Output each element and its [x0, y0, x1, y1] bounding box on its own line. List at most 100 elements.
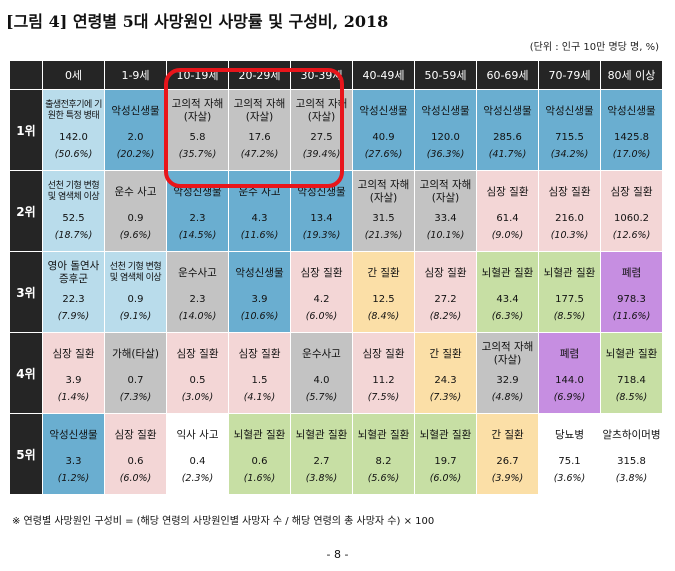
cause-cell: 악성신생물 2.3 (14.5%) — [166, 170, 229, 252]
cause-cell: 심장 질환 0.6 (6.0%) — [104, 413, 167, 495]
page-number: - 8 - — [326, 548, 349, 561]
cause-name: 당뇨병 — [555, 428, 584, 441]
cause-name: 뇌혈관 질환 — [419, 428, 472, 441]
death-rate-value: 17.6 — [248, 132, 271, 143]
death-rate-value: 11.2 — [372, 375, 395, 386]
cause-cell: 뇌혈관 질환 8.2 (5.6%) — [352, 413, 415, 495]
cause-name: 심장 질환 — [486, 185, 529, 198]
death-rate-value: 144.0 — [555, 375, 584, 386]
share-percent: (35.7%) — [178, 149, 217, 160]
death-rate-value: 0.9 — [127, 213, 144, 224]
share-percent: (3.0%) — [181, 392, 214, 403]
death-rate-value: 13.4 — [310, 213, 333, 224]
death-rate-value: 1425.8 — [614, 132, 649, 143]
share-percent: (7.3%) — [119, 392, 152, 403]
cause-cell: 간 질환 26.7 (3.9%) — [476, 413, 539, 495]
death-rate-value: 2.3 — [189, 213, 206, 224]
cause-name: 운수사고 — [302, 347, 341, 360]
share-percent: (6.0%) — [429, 473, 462, 484]
corner-cell — [9, 60, 43, 90]
share-percent: (50.6%) — [54, 149, 93, 160]
death-rate-value: 0.6 — [127, 456, 144, 467]
cause-name: 운수사고 — [178, 266, 217, 279]
cause-name: 운수 사고 — [238, 185, 281, 198]
share-percent: (9.0%) — [491, 230, 524, 241]
cause-name: 고의적 자해(자살) — [481, 341, 534, 366]
cause-cell: 뇌혈관 질환 177.5 (8.5%) — [538, 251, 601, 333]
death-rate-value: 718.4 — [617, 375, 646, 386]
cause-name: 익사 사고 — [176, 428, 219, 441]
rank-row: 3위 영아 돌연사 증후군 22.3 (7.9%) 선천 기형 변형 및 염색체 이상 0… — [9, 251, 663, 333]
cause-name: 악성신생물 — [607, 104, 656, 117]
cause-cell: 운수사고 2.3 (14.0%) — [166, 251, 229, 333]
share-percent: (5.7%) — [305, 392, 338, 403]
cause-cell: 심장 질환 27.2 (8.2%) — [414, 251, 477, 333]
death-rate-value: 0.5 — [189, 375, 206, 386]
cause-name: 심장 질환 — [362, 347, 405, 360]
cause-name: 알츠하이머병 — [602, 428, 661, 441]
header-age-10-19: 10-19세 — [166, 60, 229, 90]
share-percent: (17.0%) — [612, 149, 651, 160]
share-percent: (21.3%) — [364, 230, 403, 241]
death-rate-value: 285.6 — [493, 132, 522, 143]
cause-cell: 당뇨병 75.1 (3.6%) — [538, 413, 601, 495]
share-percent: (1.2%) — [57, 473, 90, 484]
share-percent: (14.0%) — [178, 311, 217, 322]
figure-title: [그림 4] 연령별 5대 사망원인 사망률 및 구성비, 2018 — [6, 12, 389, 31]
death-rate-value: 177.5 — [555, 294, 584, 305]
cause-cell: 뇌혈관 질환 2.7 (3.8%) — [290, 413, 353, 495]
cause-name: 운수 사고 — [114, 185, 157, 198]
cause-name: 뇌혈관 질환 — [543, 266, 596, 279]
share-percent: (39.4%) — [302, 149, 341, 160]
death-rate-value: 2.3 — [189, 294, 206, 305]
cause-cell: 심장 질환 1060.2 (12.6%) — [600, 170, 663, 252]
cause-name: 심장 질환 — [176, 347, 219, 360]
share-percent: (4.8%) — [491, 392, 524, 403]
share-percent: (6.0%) — [119, 473, 152, 484]
header-row: 0세 1-9세 10-19세 20-29세 30-39세 40-49세 50-5… — [9, 60, 663, 90]
cause-cell: 악성신생물 120.0 (36.3%) — [414, 89, 477, 171]
header-age-0: 0세 — [42, 60, 105, 90]
cause-name: 악성신생물 — [297, 185, 346, 198]
cause-cell: 뇌혈관 질환 43.4 (6.3%) — [476, 251, 539, 333]
cause-name: 뇌혈관 질환 — [295, 428, 348, 441]
cause-name: 뇌혈관 질환 — [605, 347, 658, 360]
cause-cell: 악성신생물 1425.8 (17.0%) — [600, 89, 663, 171]
share-percent: (1.4%) — [57, 392, 90, 403]
cause-name: 고의적 자해(자살) — [357, 179, 410, 204]
death-rate-value: 142.0 — [59, 132, 88, 143]
share-percent: (12.6%) — [612, 230, 651, 241]
cause-cell: 알츠하이머병 315.8 (3.8%) — [600, 413, 663, 495]
cause-name: 간 질환 — [429, 347, 462, 360]
death-rate-value: 5.8 — [189, 132, 206, 143]
cause-cell: 심장 질환 216.0 (10.3%) — [538, 170, 601, 252]
cause-cell: 간 질환 12.5 (8.4%) — [352, 251, 415, 333]
share-percent: (10.6%) — [240, 311, 279, 322]
death-rate-value: 2.0 — [127, 132, 144, 143]
cause-name: 고의적 자해(자살) — [419, 179, 472, 204]
share-percent: (6.9%) — [553, 392, 586, 403]
cause-cell: 고의적 자해(자살) 31.5 (21.3%) — [352, 170, 415, 252]
cause-cell: 악성신생물 13.4 (19.3%) — [290, 170, 353, 252]
cause-name: 고의적 자해(자살) — [171, 98, 224, 123]
death-rate-value: 26.7 — [496, 456, 519, 467]
rank-row: 1위 출생전후기에 기원한 특정 병태 142.0 (50.6%) 악성신생물 2.0 (2… — [9, 89, 663, 171]
death-rate-value: 31.5 — [372, 213, 395, 224]
cause-cell: 간 질환 24.3 (7.3%) — [414, 332, 477, 414]
death-rate-value: 24.3 — [434, 375, 457, 386]
cause-name: 심장 질환 — [52, 347, 95, 360]
cause-name: 폐렴 — [621, 266, 642, 279]
cause-cell: 뇌혈관 질환 0.6 (1.6%) — [228, 413, 291, 495]
share-percent: (10.1%) — [426, 230, 465, 241]
cause-name: 악성신생물 — [421, 104, 470, 117]
death-rate-value: 61.4 — [496, 213, 519, 224]
cause-cell: 운수 사고 0.9 (9.6%) — [104, 170, 167, 252]
share-percent: (1.6%) — [243, 473, 276, 484]
share-percent: (41.7%) — [488, 149, 527, 160]
cause-cell: 악성신생물 715.5 (34.2%) — [538, 89, 601, 171]
death-rate-value: 4.3 — [251, 213, 268, 224]
cause-cell: 고의적 자해(자살) 33.4 (10.1%) — [414, 170, 477, 252]
cause-cell: 선천 기형 변형 및 염색체 이상 0.9 (9.1%) — [104, 251, 167, 333]
death-rate-value: 19.7 — [434, 456, 457, 467]
share-percent: (18.7%) — [54, 230, 93, 241]
